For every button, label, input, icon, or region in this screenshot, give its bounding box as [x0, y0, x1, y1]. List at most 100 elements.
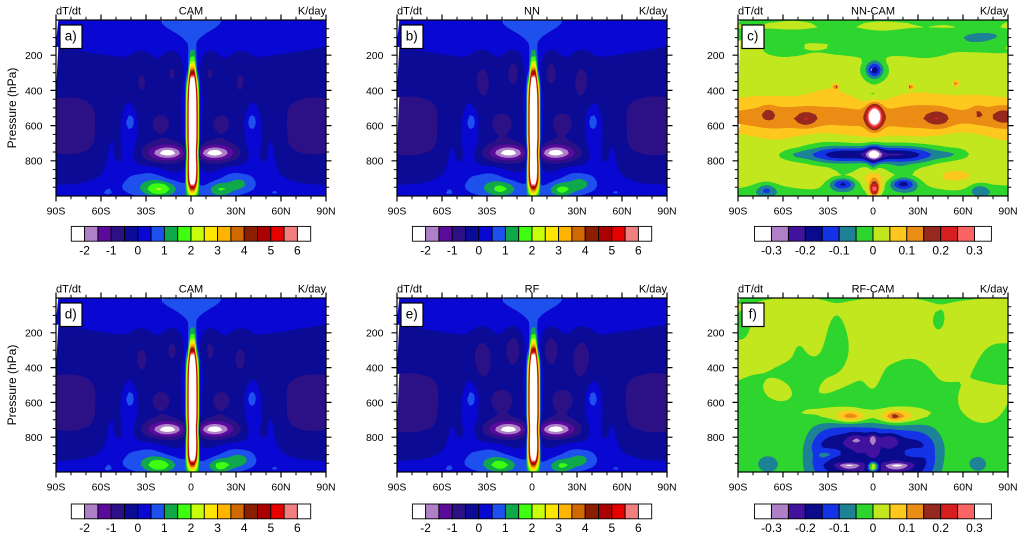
- svg-text:60N: 60N: [953, 206, 972, 218]
- svg-text:800: 800: [707, 156, 725, 168]
- svg-text:60N: 60N: [612, 482, 631, 494]
- svg-text:K/day: K/day: [639, 6, 668, 18]
- svg-text:60N: 60N: [612, 206, 631, 218]
- svg-text:0: 0: [529, 206, 535, 218]
- svg-text:1: 1: [161, 521, 168, 535]
- svg-text:5: 5: [608, 521, 615, 535]
- svg-text:400: 400: [707, 363, 725, 375]
- svg-text:K/day: K/day: [298, 6, 327, 18]
- svg-text:0: 0: [870, 521, 877, 535]
- svg-text:0: 0: [529, 482, 535, 494]
- svg-text:600: 600: [366, 397, 384, 409]
- svg-text:600: 600: [25, 397, 43, 409]
- svg-text:3: 3: [214, 521, 221, 535]
- svg-text:30S: 30S: [137, 482, 156, 494]
- svg-text:6: 6: [635, 243, 642, 257]
- svg-text:-0.2: -0.2: [795, 521, 816, 535]
- svg-text:-2: -2: [79, 243, 90, 257]
- svg-text:90S: 90S: [47, 206, 66, 218]
- svg-text:K/day: K/day: [298, 284, 327, 296]
- svg-text:-0.2: -0.2: [795, 243, 816, 257]
- svg-text:60S: 60S: [92, 206, 111, 218]
- svg-text:400: 400: [366, 363, 384, 375]
- svg-text:CAM: CAM: [179, 6, 203, 18]
- svg-text:60N: 60N: [953, 482, 972, 494]
- svg-text:30S: 30S: [819, 482, 838, 494]
- svg-text:0.2: 0.2: [932, 521, 949, 535]
- svg-text:90S: 90S: [47, 482, 66, 494]
- svg-text:30S: 30S: [478, 206, 497, 218]
- svg-text:6: 6: [294, 521, 301, 535]
- svg-text:0: 0: [134, 243, 141, 257]
- svg-text:0: 0: [870, 206, 876, 218]
- svg-text:0: 0: [475, 521, 482, 535]
- svg-text:800: 800: [366, 156, 384, 168]
- svg-text:0: 0: [475, 243, 482, 257]
- svg-text:5: 5: [608, 243, 615, 257]
- svg-text:c): c): [747, 29, 758, 44]
- svg-text:K/day: K/day: [980, 6, 1009, 18]
- svg-text:4: 4: [582, 243, 589, 257]
- svg-text:600: 600: [25, 121, 43, 133]
- svg-text:90N: 90N: [657, 206, 676, 218]
- svg-text:5: 5: [267, 521, 274, 535]
- svg-text:30S: 30S: [819, 206, 838, 218]
- svg-text:3: 3: [555, 521, 562, 535]
- svg-text:RF: RF: [525, 284, 540, 296]
- svg-text:4: 4: [241, 521, 248, 535]
- svg-text:0.2: 0.2: [932, 243, 949, 257]
- svg-text:2: 2: [529, 521, 536, 535]
- svg-text:200: 200: [25, 328, 43, 340]
- svg-text:3: 3: [214, 243, 221, 257]
- svg-text:-0.3: -0.3: [761, 243, 782, 257]
- svg-text:dT/dt: dT/dt: [397, 284, 422, 296]
- svg-text:0: 0: [870, 243, 877, 257]
- svg-text:0: 0: [134, 521, 141, 535]
- svg-text:60N: 60N: [271, 206, 290, 218]
- svg-text:NN-CAM: NN-CAM: [851, 6, 895, 18]
- svg-text:30N: 30N: [567, 206, 586, 218]
- svg-text:60S: 60S: [92, 482, 111, 494]
- svg-text:2: 2: [188, 243, 195, 257]
- svg-text:3: 3: [555, 243, 562, 257]
- svg-text:400: 400: [25, 85, 43, 97]
- svg-text:RF-CAM: RF-CAM: [852, 284, 895, 296]
- svg-text:60S: 60S: [433, 206, 452, 218]
- svg-text:dT/dt: dT/dt: [56, 284, 81, 296]
- svg-text:200: 200: [25, 50, 43, 62]
- svg-text:CAM: CAM: [179, 284, 203, 296]
- svg-text:90S: 90S: [729, 482, 748, 494]
- svg-text:0.3: 0.3: [966, 521, 983, 535]
- svg-text:-1: -1: [447, 521, 458, 535]
- svg-text:1: 1: [161, 243, 168, 257]
- svg-text:200: 200: [707, 50, 725, 62]
- svg-text:0: 0: [870, 482, 876, 494]
- svg-text:-2: -2: [420, 521, 431, 535]
- svg-text:2: 2: [188, 521, 195, 535]
- svg-text:4: 4: [582, 521, 589, 535]
- svg-text:400: 400: [366, 85, 384, 97]
- svg-text:6: 6: [294, 243, 301, 257]
- svg-text:-0.1: -0.1: [829, 521, 850, 535]
- svg-text:30S: 30S: [478, 482, 497, 494]
- svg-text:0.1: 0.1: [898, 243, 915, 257]
- svg-text:-2: -2: [420, 243, 431, 257]
- svg-text:dT/dt: dT/dt: [738, 6, 763, 18]
- svg-text:800: 800: [25, 432, 43, 444]
- svg-text:400: 400: [25, 363, 43, 375]
- svg-text:-0.3: -0.3: [761, 521, 782, 535]
- svg-text:30N: 30N: [908, 482, 927, 494]
- svg-text:30S: 30S: [137, 206, 156, 218]
- svg-text:60S: 60S: [774, 482, 793, 494]
- svg-text:-1: -1: [106, 521, 117, 535]
- svg-text:200: 200: [707, 328, 725, 340]
- svg-text:dT/dt: dT/dt: [56, 6, 81, 18]
- svg-text:90N: 90N: [998, 482, 1017, 494]
- svg-text:NN: NN: [524, 6, 540, 18]
- svg-text:-2: -2: [79, 521, 90, 535]
- svg-text:-1: -1: [447, 243, 458, 257]
- svg-text:5: 5: [267, 243, 274, 257]
- svg-text:30N: 30N: [226, 206, 245, 218]
- svg-text:90S: 90S: [388, 206, 407, 218]
- svg-text:90N: 90N: [316, 482, 335, 494]
